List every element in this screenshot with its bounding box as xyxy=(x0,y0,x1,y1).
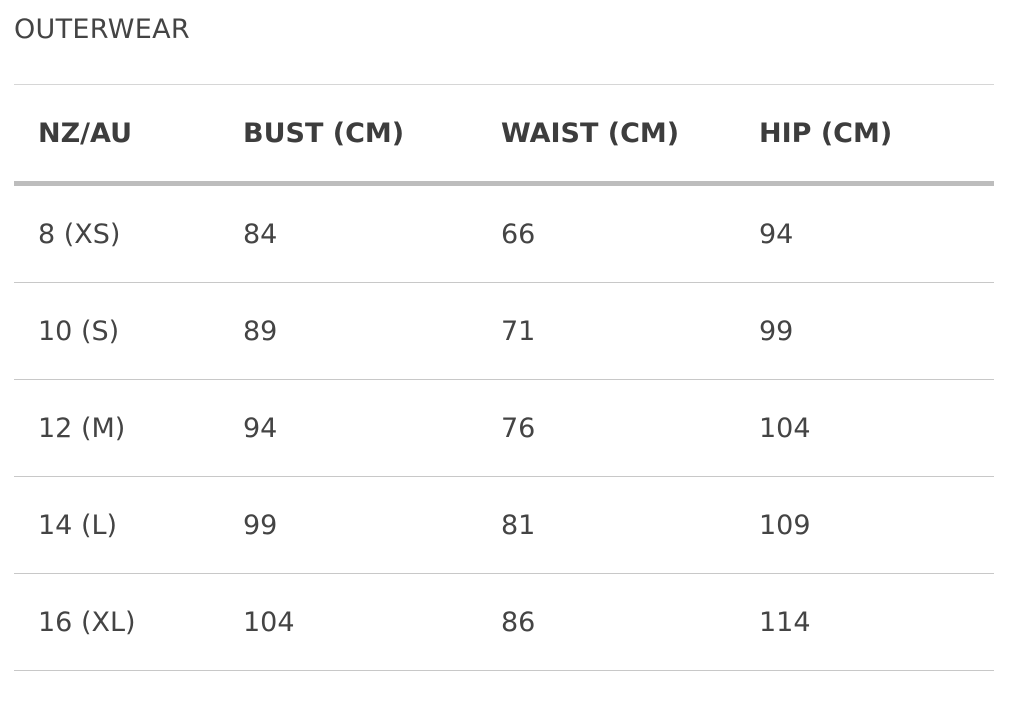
cell-hip: 104 xyxy=(735,379,994,477)
cell-bust: 89 xyxy=(219,282,477,380)
cell-waist: 71 xyxy=(477,282,735,380)
cell-bust: 104 xyxy=(219,573,477,671)
cell-size: 14 (L) xyxy=(14,476,219,574)
cell-size: 12 (M) xyxy=(14,379,219,477)
cell-waist: 76 xyxy=(477,379,735,477)
table-row: 16 (XL) 104 86 114 xyxy=(14,573,994,671)
cell-hip: 114 xyxy=(735,573,994,671)
header-nz-au: NZ/AU xyxy=(14,84,219,186)
header-bust: BUST (CM) xyxy=(219,84,477,186)
cell-bust: 84 xyxy=(219,183,477,283)
table-row: 10 (S) 89 71 99 xyxy=(14,282,994,380)
cell-hip: 99 xyxy=(735,282,994,380)
cell-bust: 99 xyxy=(219,476,477,574)
cell-waist: 86 xyxy=(477,573,735,671)
size-chart-table: NZ/AU BUST (CM) WAIST (CM) HIP (CM) 8 (X… xyxy=(14,84,994,671)
table-header-row: NZ/AU BUST (CM) WAIST (CM) HIP (CM) xyxy=(14,84,994,186)
table-row: 14 (L) 99 81 109 xyxy=(14,476,994,574)
table-row: 8 (XS) 84 66 94 xyxy=(14,183,994,283)
cell-waist: 66 xyxy=(477,183,735,283)
section-title: OUTERWEAR xyxy=(14,14,190,45)
header-hip: HIP (CM) xyxy=(735,84,994,186)
table-row: 12 (M) 94 76 104 xyxy=(14,379,994,477)
cell-size: 16 (XL) xyxy=(14,573,219,671)
cell-bust: 94 xyxy=(219,379,477,477)
header-waist: WAIST (CM) xyxy=(477,84,735,186)
cell-size: 10 (S) xyxy=(14,282,219,380)
cell-hip: 94 xyxy=(735,183,994,283)
cell-hip: 109 xyxy=(735,476,994,574)
cell-size: 8 (XS) xyxy=(14,183,219,283)
cell-waist: 81 xyxy=(477,476,735,574)
